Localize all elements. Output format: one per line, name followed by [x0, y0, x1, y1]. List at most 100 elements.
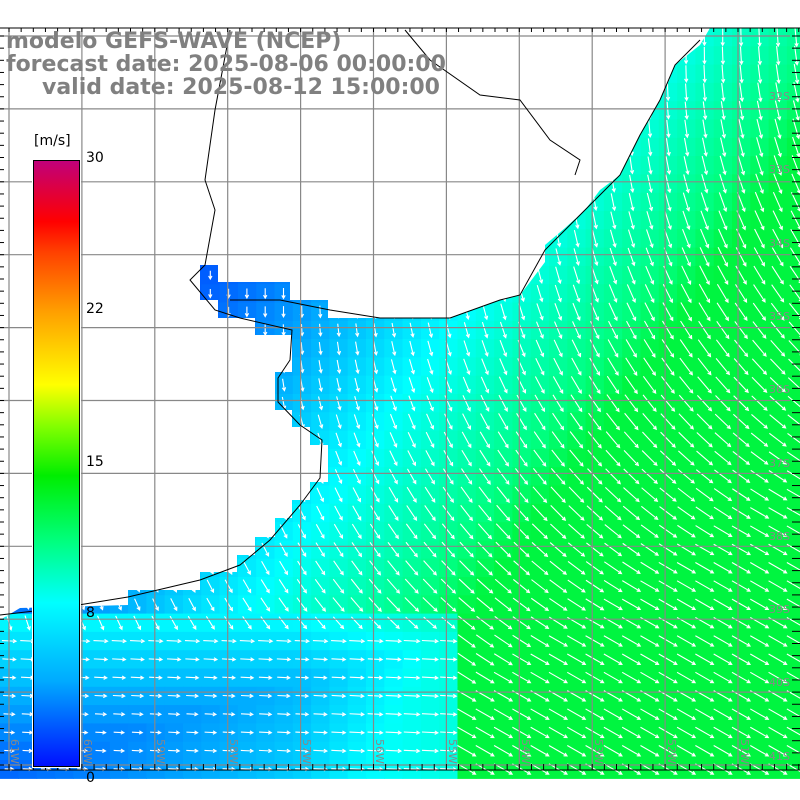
wind-arrow [640, 708, 660, 720]
wind-arrow [354, 69, 359, 79]
wind-arrow [113, 712, 126, 717]
wind-arrow [295, 693, 310, 699]
wind-arrow [604, 561, 623, 575]
wind-arrow [787, 377, 800, 390]
wind-arrow [295, 657, 310, 662]
wind-arrow [336, 214, 341, 227]
wind-arrow [385, 712, 403, 717]
longitude-label: 53W [592, 739, 605, 764]
wind-arrow [259, 712, 273, 717]
wind-arrow [243, 524, 251, 539]
wind-arrow [603, 653, 623, 665]
wind-arrow [279, 542, 288, 557]
wind-arrow [333, 560, 344, 576]
wind-arrow [768, 507, 788, 519]
wind-arrow [171, 179, 176, 189]
wind-arrow [548, 708, 569, 720]
wind-arrow [464, 86, 469, 99]
wind-arrow [770, 339, 786, 357]
wind-arrow [350, 597, 364, 612]
wind-arrow [333, 523, 344, 539]
wind-arrow [116, 197, 121, 207]
wind-arrow [134, 562, 141, 575]
wind-arrow [695, 726, 715, 739]
wind-arrow [385, 638, 403, 644]
wind-arrow [315, 542, 325, 558]
wind-arrow [189, 325, 195, 336]
wind-arrow [574, 193, 580, 211]
wind-arrow [768, 671, 788, 684]
wind-arrow [701, 155, 709, 176]
wind-arrow [171, 197, 176, 207]
wind-arrow [116, 106, 121, 116]
wind-arrow [98, 362, 103, 372]
wind-arrow [695, 635, 715, 647]
wind-arrow [628, 193, 635, 212]
wind-arrow [171, 87, 176, 98]
wind-arrow [403, 675, 421, 680]
latitude-label: 38S [769, 529, 790, 543]
wind-arrow [537, 67, 542, 82]
wind-arrow [352, 505, 362, 521]
wind-arrow [354, 250, 359, 264]
wind-arrow [318, 378, 323, 393]
longitude-label: 54W [519, 739, 532, 764]
wind-arrow [681, 265, 692, 286]
wind-arrow [98, 161, 103, 171]
wind-arrow [281, 269, 286, 282]
wind-arrow [336, 69, 341, 79]
wind-arrow [738, 100, 745, 121]
wind-arrow [640, 543, 660, 556]
wind-arrow [135, 416, 140, 427]
wind-arrow [461, 449, 472, 467]
wind-arrow [208, 87, 213, 98]
wind-arrow [98, 179, 103, 189]
wind-arrow [457, 726, 477, 739]
wind-arrow [243, 542, 251, 557]
wind-arrow [702, 83, 708, 102]
wind-arrow [519, 49, 524, 63]
wind-arrow [695, 598, 715, 611]
wind-arrow [567, 708, 587, 720]
wind-arrow [609, 229, 617, 248]
wind-arrow [553, 339, 563, 358]
wind-arrow [732, 413, 750, 430]
wind-arrow [336, 105, 341, 116]
wind-arrow [189, 379, 195, 391]
wind-arrow [481, 358, 489, 376]
wind-arrow [757, 28, 762, 48]
wind-arrow [422, 597, 438, 612]
wind-arrow [354, 359, 360, 375]
wind-arrow [757, 82, 763, 103]
wind-arrow [446, 86, 451, 99]
wind-arrow [713, 488, 733, 502]
title-forecast-date: forecast date: 2025-08-06 00:00:00 [6, 52, 446, 77]
wind-arrow [752, 302, 767, 321]
wind-arrow [94, 693, 108, 699]
wind-arrow [134, 344, 140, 354]
wind-arrow [423, 560, 437, 576]
wind-arrow [98, 124, 103, 134]
wind-arrow [478, 486, 492, 504]
wind-arrow [514, 468, 529, 485]
wind-arrow [208, 32, 213, 43]
wind-arrow [696, 394, 713, 412]
wind-arrow [794, 45, 799, 66]
wind-arrow [244, 270, 250, 281]
longitude-label: 60W [81, 739, 94, 764]
wind-arrow [497, 449, 510, 467]
wind-arrow [519, 103, 524, 118]
wind-arrow [482, 122, 487, 136]
wind-arrow [440, 578, 457, 594]
wind-arrow [695, 580, 715, 592]
wind-arrow [281, 197, 286, 208]
wind-arrow [409, 322, 415, 338]
wind-arrow [428, 268, 433, 283]
wind-arrow [208, 197, 213, 207]
wind-arrow [787, 414, 800, 426]
wind-arrow [464, 231, 470, 247]
wind-arrow [188, 598, 196, 612]
wind-arrow [427, 340, 434, 357]
wind-arrow [750, 708, 770, 720]
wind-arrow [98, 215, 103, 226]
